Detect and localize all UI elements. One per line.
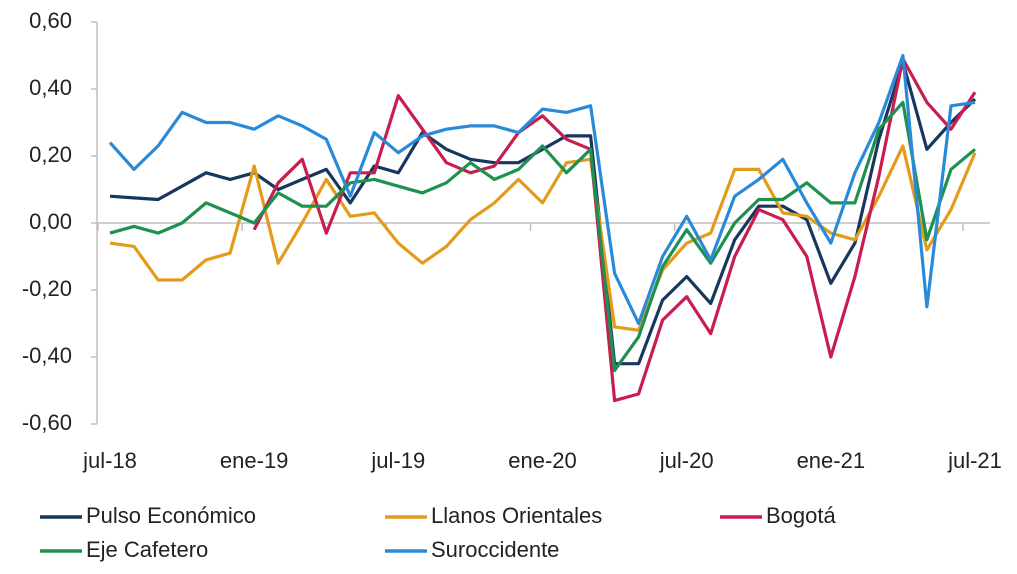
y-tick-label: -0,40 xyxy=(22,343,72,368)
x-tick-label: ene-20 xyxy=(508,448,577,473)
series-line xyxy=(109,60,977,366)
legend-label: Pulso Económico xyxy=(86,503,256,528)
y-tick-label: 0,20 xyxy=(29,142,72,167)
y-tick-label: 0,00 xyxy=(29,209,72,234)
series-line xyxy=(109,100,977,372)
legend-label: Suroccidente xyxy=(431,537,559,562)
x-tick-label: jul-20 xyxy=(659,448,714,473)
y-tick-label: 0,60 xyxy=(29,8,72,33)
x-tick-label: jul-21 xyxy=(947,448,1002,473)
legend-label: Eje Cafetero xyxy=(86,537,208,562)
series-line xyxy=(109,144,977,332)
x-tick-label: ene-21 xyxy=(797,448,866,473)
y-tick-label: 0,40 xyxy=(29,75,72,100)
series-line xyxy=(252,57,977,403)
x-tick-label: ene-19 xyxy=(220,448,289,473)
x-tick-label: jul-18 xyxy=(82,448,137,473)
series-line xyxy=(108,53,976,326)
y-tick-label: -0,20 xyxy=(22,276,72,301)
legend-label: Bogotá xyxy=(766,503,836,528)
y-tick-label: -0,60 xyxy=(22,410,72,435)
legend-label: Llanos Orientales xyxy=(431,503,602,528)
x-tick-label: jul-19 xyxy=(370,448,425,473)
